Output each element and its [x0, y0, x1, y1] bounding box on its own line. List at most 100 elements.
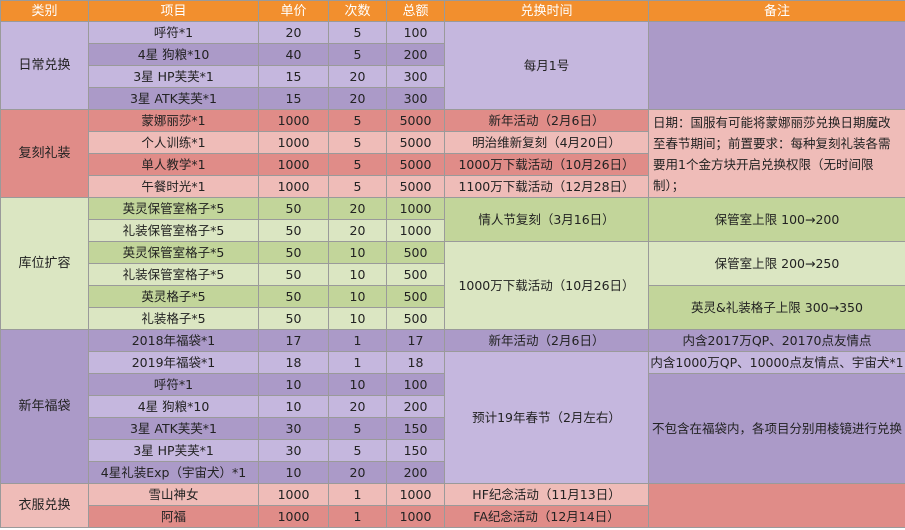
- table-row: 3星 HP芙芙*1 30 5 150: [1, 439, 905, 462]
- count-cell: 20: [328, 65, 387, 88]
- table-row: 英灵保管室格子*5 50 10 500 1000万下载活动（10月26日） 保管…: [1, 241, 905, 330]
- total-cell: 5000: [386, 109, 445, 132]
- total-cell: 5000: [386, 153, 445, 176]
- price-cell: 50: [258, 263, 329, 286]
- table-row: 礼装保管室格子*5 50 10 500: [1, 263, 905, 286]
- total-cell: 1000: [386, 197, 445, 220]
- note-cell: 内含2017万QP、20170点友情点: [648, 329, 905, 352]
- note-cell: [648, 21, 905, 110]
- table-row: 2019年福袋*1 18 1 18 预计19年春节（2月左右） 内含1000万Q…: [1, 351, 905, 484]
- item-cell: 雪山神女: [88, 483, 259, 506]
- table-row: 日常兑换 呼符*1 20 5 100 每月1号: [0, 21, 905, 110]
- table-row: 衣服兑换 雪山神女 1000 1 1000 HF纪念活动（11月13日）: [0, 483, 905, 528]
- item-cell: 礼装保管室格子*5: [88, 219, 259, 242]
- count-cell: 5: [328, 175, 387, 198]
- price-cell: 50: [258, 197, 329, 220]
- total-cell: 5000: [386, 175, 445, 198]
- time-cell: HF纪念活动（11月13日）: [444, 483, 649, 506]
- count-cell: 5: [328, 131, 387, 154]
- total-cell: 17: [386, 329, 445, 352]
- price-cell: 15: [258, 87, 329, 110]
- total-cell: 150: [386, 439, 445, 462]
- price-cell: 18: [258, 351, 329, 374]
- item-cell: 4星礼装Exp（宇宙犬）*1: [88, 461, 259, 484]
- count-cell: 20: [328, 197, 387, 220]
- header-note: 备注: [648, 0, 905, 22]
- item-cell: 礼装保管室格子*5: [88, 263, 259, 286]
- category-costume: 衣服兑换: [0, 483, 89, 528]
- table-row: 3星 HP芙芙*1 15 20 300: [1, 65, 905, 88]
- total-cell: 5000: [386, 131, 445, 154]
- category-reprint: 复刻礼装: [0, 109, 89, 198]
- table-row: 单人教学*1 1000 5 5000 1000万下载活动（10月26日）: [1, 153, 905, 176]
- item-cell: 蒙娜丽莎*1: [88, 109, 259, 132]
- header-category: 类别: [0, 0, 89, 22]
- count-cell: 5: [328, 21, 387, 44]
- item-cell: 3星 HP芙芙*1: [88, 65, 259, 88]
- table-row: 复刻礼装 蒙娜丽莎*1 1000 5 5000 新年活动（2月6日） 日期：国服…: [0, 109, 905, 198]
- price-cell: 20: [258, 21, 329, 44]
- price-cell: 30: [258, 417, 329, 440]
- total-cell: 18: [386, 351, 445, 374]
- count-cell: 5: [328, 109, 387, 132]
- time-cell: 情人节复刻（3月16日）: [444, 197, 649, 242]
- total-cell: 500: [386, 241, 445, 264]
- header-price: 单价: [258, 0, 329, 22]
- note-cell: 英灵&礼装格子上限 300→350: [648, 285, 905, 330]
- price-cell: 50: [258, 241, 329, 264]
- note-cell: 保管室上限 200→250: [648, 241, 905, 286]
- item-cell: 英灵保管室格子*5: [88, 241, 259, 264]
- price-cell: 1000: [258, 131, 329, 154]
- header-count: 次数: [328, 0, 387, 22]
- item-cell: 午餐时光*1: [88, 175, 259, 198]
- price-cell: 50: [258, 219, 329, 242]
- count-cell: 20: [328, 87, 387, 110]
- total-cell: 1000: [386, 483, 445, 506]
- table-row: 3星 ATK芙芙*1 30 5 150: [1, 417, 905, 440]
- item-cell: 3星 ATK芙芙*1: [88, 87, 259, 110]
- table-row: 阿福 1000 1 1000 FA纪念活动（12月14日）: [1, 505, 905, 528]
- header-time: 兑换时间: [444, 0, 649, 22]
- time-cell: 1100万下载活动（12月28日）: [444, 175, 649, 198]
- count-cell: 20: [328, 219, 387, 242]
- note-cell: 保管室上限 100→200: [648, 197, 905, 242]
- category-daily: 日常兑换: [0, 21, 89, 110]
- header-total: 总额: [386, 0, 445, 22]
- item-cell: 4星 狗粮*10: [88, 43, 259, 66]
- count-cell: 5: [328, 417, 387, 440]
- count-cell: 5: [328, 43, 387, 66]
- item-cell: 2018年福袋*1: [88, 329, 259, 352]
- total-cell: 150: [386, 417, 445, 440]
- table-row: 英灵格子*5 50 10 500 英灵&礼装格子上限 300→350: [1, 285, 905, 330]
- table-row: 礼装保管室格子*5 50 20 1000: [1, 219, 905, 242]
- total-cell: 200: [386, 395, 445, 418]
- count-cell: 10: [328, 241, 387, 264]
- table-row: 库位扩容 英灵保管室格子*5 50 20 1000 情人节复刻（3月16日） 保…: [0, 197, 905, 330]
- count-cell: 5: [328, 439, 387, 462]
- price-cell: 50: [258, 307, 329, 330]
- time-cell: 1000万下载活动（10月26日）: [444, 241, 649, 330]
- header-row: 类别 项目 单价 次数 总额 兑换时间 备注: [0, 0, 905, 22]
- total-cell: 200: [386, 461, 445, 484]
- count-cell: 1: [328, 505, 387, 528]
- price-cell: 40: [258, 43, 329, 66]
- category-storage: 库位扩容: [0, 197, 89, 330]
- price-cell: 10: [258, 373, 329, 396]
- time-cell: 新年活动（2月6日）: [444, 109, 649, 132]
- time-cell: 1000万下载活动（10月26日）: [444, 153, 649, 176]
- category-newyear: 新年福袋: [0, 329, 89, 484]
- time-cell: 预计19年春节（2月左右）: [444, 351, 649, 484]
- price-cell: 10: [258, 461, 329, 484]
- item-cell: 礼装格子*5: [88, 307, 259, 330]
- header-item: 项目: [88, 0, 259, 22]
- item-cell: 英灵保管室格子*5: [88, 197, 259, 220]
- item-cell: 英灵格子*5: [88, 285, 259, 308]
- item-cell: 呼符*1: [88, 21, 259, 44]
- table-row: 呼符*1 10 10 100 不包含在福袋内，各项目分别用棱镜进行兑换: [1, 373, 905, 484]
- item-cell: 呼符*1: [88, 373, 259, 396]
- item-cell: 个人训练*1: [88, 131, 259, 154]
- note-cell: [648, 483, 905, 528]
- item-cell: 4星 狗粮*10: [88, 395, 259, 418]
- total-cell: 500: [386, 263, 445, 286]
